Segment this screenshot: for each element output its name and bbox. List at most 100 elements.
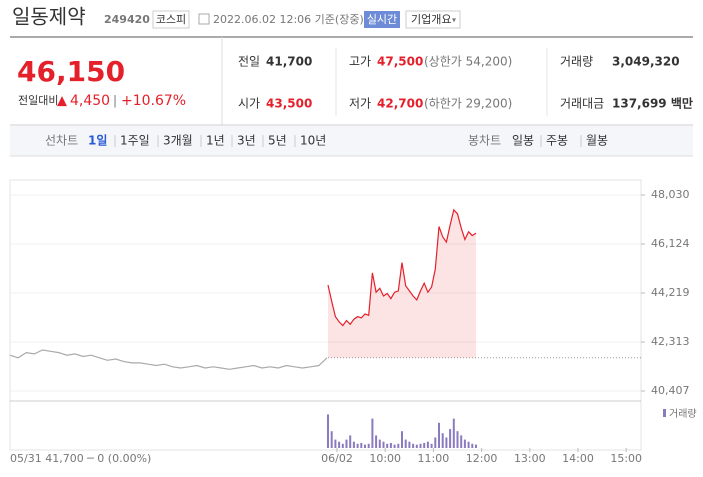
volume-bar	[408, 441, 411, 448]
stat-note: (상한가 54,200)	[424, 55, 512, 69]
x-tick-label: 06/02	[321, 452, 353, 465]
stat-label: 시가	[238, 97, 260, 111]
volume-bar	[341, 443, 344, 448]
x-tick-label: 11:00	[418, 452, 450, 465]
volume-bar	[471, 443, 474, 448]
change-label: 전일대비	[18, 93, 58, 107]
volume-bar	[426, 441, 429, 448]
y-tick-label: 40,407	[651, 384, 690, 397]
volume-bar	[367, 443, 370, 448]
stat-value: 47,500	[377, 55, 423, 69]
stat-label: 전일	[238, 55, 260, 69]
stock-code: 249420	[104, 13, 150, 26]
line-tab[interactable]: 1일	[88, 134, 107, 148]
footer: 05/31 41,700 ─ 0 (0.00%)	[10, 452, 151, 465]
volume-bar	[389, 442, 392, 448]
market-badge	[152, 10, 190, 29]
volume-bar	[378, 439, 381, 448]
x-tick-label: 15:00	[610, 452, 642, 465]
line-tab-label: 선차트	[45, 134, 78, 148]
volume-bar	[419, 443, 422, 448]
volume-bar	[352, 441, 355, 448]
y-tick-label: 48,030	[651, 188, 690, 201]
price-line	[327, 208, 477, 327]
x-tick-label: 12:00	[466, 452, 498, 465]
volume-bar	[397, 443, 400, 448]
candle-tab-label: 봉차트	[468, 134, 501, 148]
candle-tab[interactable]: 월봉	[586, 134, 608, 148]
volume-legend-swatch	[663, 409, 666, 417]
volume-bar	[393, 444, 396, 448]
info: 기업개요	[411, 13, 451, 26]
x-tick-label: 14:00	[562, 452, 594, 465]
stat-label: 저가	[349, 97, 371, 111]
stat-label: 거래대금	[560, 97, 604, 111]
line-tab[interactable]: 1년	[206, 134, 225, 148]
stat-value: 3,049,320	[612, 55, 680, 69]
volume-bar	[404, 439, 407, 448]
line-tab[interactable]: 5년	[268, 134, 287, 148]
info-button[interactable]	[405, 10, 461, 29]
datetime: 2022.06.02 12:06 기준(장중)	[213, 13, 364, 26]
volume-bar	[364, 444, 366, 448]
divider: |	[113, 94, 117, 108]
line-tab[interactable]: 3년	[237, 134, 256, 148]
tabs: 선차트 1일 1주일 3개월 1년 3년 5년 10년 봉차트 일봉 주봉 월봉	[45, 134, 608, 148]
chart: 48,030 46,124 44,219 42,313 40,407 06/02 10:00…	[9, 179, 697, 465]
volume-bar	[423, 442, 426, 448]
calendar-icon	[198, 13, 210, 25]
y-tick-label: 46,124	[651, 237, 690, 250]
line-tab[interactable]: 1주일	[120, 134, 150, 148]
market: 코스피	[156, 13, 186, 26]
realtime-badge[interactable]	[364, 11, 400, 28]
stat-label: 거래량	[560, 55, 593, 69]
stat-value: 42,700	[377, 97, 423, 111]
stat-value: 43,500	[266, 97, 312, 111]
volume-bar	[415, 444, 418, 448]
volume-bar	[386, 443, 389, 448]
x-tick-label: 13:00	[514, 452, 546, 465]
volume-bar	[430, 443, 433, 448]
volume-bar	[327, 414, 329, 448]
dropdown-arrow: ▾	[452, 16, 456, 25]
volume-bar	[338, 441, 341, 448]
up-arrow: ▲	[57, 94, 67, 109]
stock-name: 일동제약	[12, 5, 86, 29]
volume-bar	[452, 418, 455, 448]
stat-label: 고가	[349, 55, 371, 69]
candle-tab[interactable]: 일봉	[512, 134, 534, 148]
volume-bar	[375, 435, 378, 448]
change: 4,450	[70, 93, 110, 109]
volume-bar	[412, 443, 415, 448]
change-rate: +10.67%	[121, 93, 186, 109]
stat-note: (하한가 29,200)	[424, 97, 512, 111]
volume-bar	[441, 433, 444, 448]
volume-bar	[456, 431, 459, 448]
volume-bar	[475, 444, 477, 448]
realtime: 실시간	[367, 13, 397, 26]
candle-tab[interactable]: 주봉	[546, 134, 568, 148]
area	[328, 209, 476, 358]
volume-bar	[345, 439, 348, 448]
line-tab[interactable]: 10년	[300, 134, 326, 148]
line-tab[interactable]: 3개월	[163, 134, 193, 148]
volume-bar	[434, 437, 437, 448]
volume-bar	[449, 429, 452, 448]
y-tick-label: 42,313	[651, 335, 690, 348]
tab-bar	[10, 126, 693, 156]
volume-bar	[445, 437, 448, 448]
volume-bar	[438, 422, 440, 448]
volume-bar	[356, 443, 359, 448]
chart-frame	[9, 179, 642, 451]
volume-bar	[382, 441, 385, 448]
stat-value: 41,700	[266, 55, 312, 69]
volume-bar	[401, 431, 403, 448]
stats: 전일 41,700 고가 47,500 (상한가 54,200) 거래량 3,049,320…	[238, 55, 693, 111]
volume-bar	[460, 435, 463, 448]
volume-bar	[371, 418, 374, 448]
price-line	[9, 349, 328, 370]
volume-bar	[463, 439, 466, 448]
y-tick-label: 44,219	[651, 286, 690, 299]
